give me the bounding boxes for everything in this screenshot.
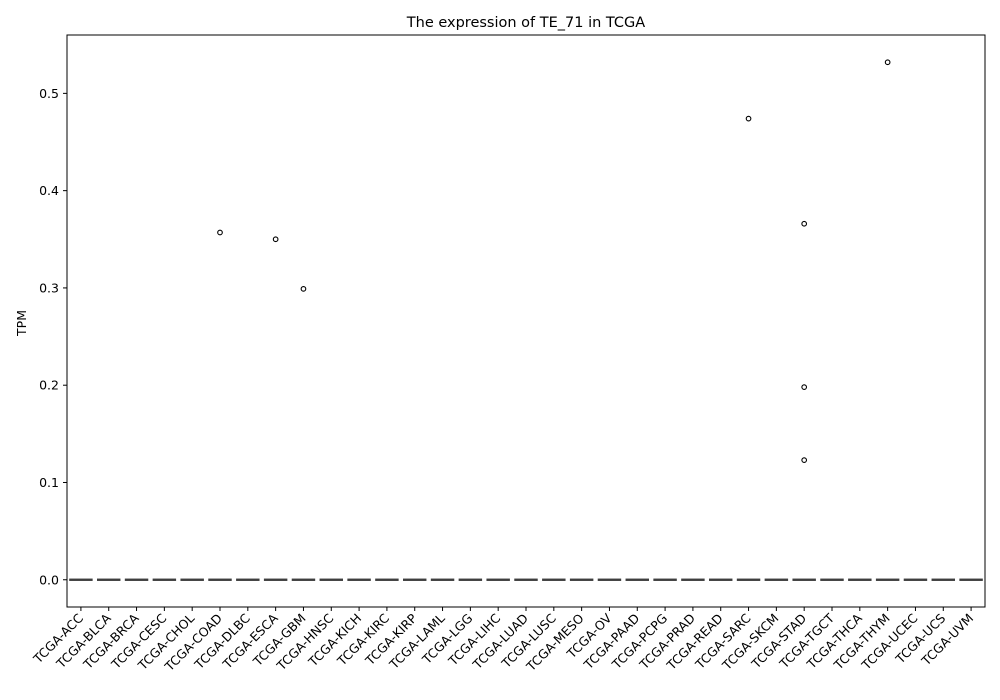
box-tcga-brca [124,578,149,581]
outlier-point [272,236,279,243]
y-tick-label: 0.3 [39,280,59,295]
box-tcga-read [708,578,733,581]
outlier-point [801,384,808,390]
box-tcga-dlbc [236,578,260,581]
outlier-point [745,115,752,122]
box-tcga-meso [569,578,594,581]
y-tick-label: 0.2 [39,378,59,393]
y-axis-title: TPM [14,310,29,337]
box-tcga-lihc [486,578,510,581]
y-tick-label: 0.0 [39,572,59,587]
box-tcga-ucec [903,578,928,581]
box-tcga-thym [875,578,900,581]
y-axis: 0.0 0.1 0.2 0.3 0.4 0.5 [39,86,67,587]
outlier-point [300,286,307,292]
outlier-point [801,457,808,463]
box-tcga-lgg [458,578,483,581]
y-tick-label: 0.4 [39,183,59,198]
box-tcga-luad [514,578,538,581]
outlier-point [217,229,223,236]
box-tcga-stad [792,578,816,581]
box-tcga-kirp [403,578,427,581]
box-tcga-skcm [764,578,789,581]
box-tcga-ov [597,578,622,581]
box-tcga-thca [848,578,872,581]
box-tcga-acc [69,578,93,581]
y-tick-label: 0.1 [39,475,59,490]
plot-area [69,59,983,581]
outlier-point [801,220,808,227]
box-tcga-laml [430,578,455,581]
box-tcga-kich [347,578,371,581]
box-tcga-coad [208,578,232,581]
box-tcga-chol [180,578,204,581]
box-tcga-gbm [291,578,316,581]
box-tcga-kirc [375,578,399,581]
box-tcga-hnsc [319,578,343,581]
box-tcga-esca [263,578,288,581]
box-tcga-prad [681,578,705,581]
box-tcga-sarc [736,578,761,581]
box-tcga-paad [625,578,649,581]
plot-frame [66,34,986,608]
y-tick-label: 0.5 [39,86,59,101]
box-tcga-cesc [152,578,177,581]
box-tcga-lusc [542,578,566,581]
outlier-point [884,59,891,66]
x-axis: TCGA-ACCTCGA-BLCATCGA-BRCATCGA-CESCTCGA-… [30,607,976,675]
box-tcga-uvm [959,578,983,581]
box-tcga-pcpg [653,578,677,581]
box-tcga-blca [96,578,121,581]
box-tcga-ucs [931,578,955,581]
box-tcga-tgct [820,578,844,581]
chart-title: The expression of TE_71 in TCGA [406,15,646,31]
